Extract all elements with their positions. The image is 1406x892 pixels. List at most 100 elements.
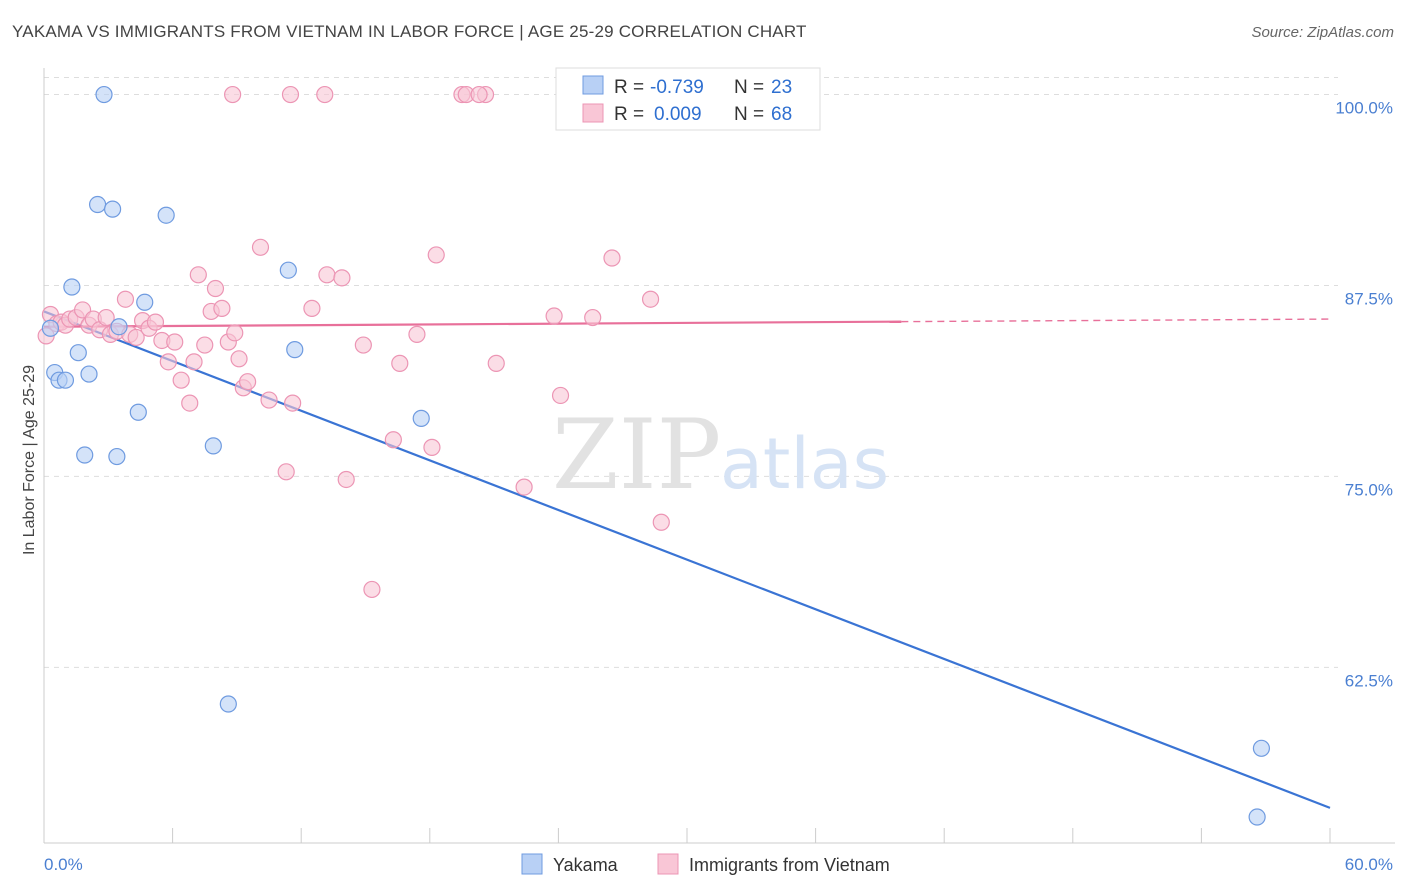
y-tick-label: 62.5% xyxy=(1345,671,1393,690)
yakama-point xyxy=(129,403,147,421)
vietnam-point xyxy=(551,386,570,405)
x-tick-label: 0.0% xyxy=(44,855,83,874)
yakama-point xyxy=(108,447,126,466)
vietnam-point xyxy=(239,373,257,391)
series-legend: Yakama Immigrants from Vietnam xyxy=(521,853,890,875)
yakama-point xyxy=(279,261,297,279)
yakama-point xyxy=(56,371,75,389)
yakama-point xyxy=(412,409,430,427)
yakama-point xyxy=(88,195,107,214)
source-label: Source: ZipAtlas.com xyxy=(1251,24,1394,41)
legend-n-value: 68 xyxy=(771,104,792,125)
legend-swatch-vietnam xyxy=(582,103,604,123)
legend-label-yakama: Yakama xyxy=(553,855,619,875)
axes xyxy=(43,68,1395,844)
legend-n-label: N = xyxy=(734,104,764,125)
legend-n-value: 23 xyxy=(771,77,792,98)
vietnam-point xyxy=(470,85,488,104)
yakama-point xyxy=(41,319,60,337)
legend-swatch-yakama xyxy=(582,75,604,95)
vietnam-point xyxy=(337,470,355,489)
vietnam-point xyxy=(185,353,203,371)
yakama-point xyxy=(157,206,175,224)
y-tick-label: 100.0% xyxy=(1335,99,1393,118)
trendline-vietnam-extension xyxy=(901,318,1331,323)
vietnam-point xyxy=(303,299,321,317)
y-axis-label: In Labor Force | Age 25-29 xyxy=(21,365,38,555)
vietnam-point xyxy=(545,307,563,325)
data-points xyxy=(37,85,1271,826)
vietnam-point xyxy=(281,85,300,104)
vietnam-point xyxy=(603,249,621,267)
vietnam-point xyxy=(408,325,426,343)
legend-r-label: R = xyxy=(614,104,644,125)
yakama-point xyxy=(103,200,122,218)
yakama-point xyxy=(219,695,237,713)
yakama-point xyxy=(286,341,304,359)
vietnam-point xyxy=(487,354,505,372)
yakama-point xyxy=(76,446,94,464)
vietnam-point xyxy=(230,350,248,368)
x-tick-labels: 0.0% 60.0% xyxy=(44,855,1393,874)
vietnam-point xyxy=(166,333,184,351)
yakama-point xyxy=(95,85,113,104)
x-tick-label: 60.0% xyxy=(1345,855,1393,874)
yakama-point xyxy=(63,278,81,296)
vietnam-point xyxy=(260,391,278,409)
chart-title: YAKAMA VS IMMIGRANTS FROM VIETNAM IN LAB… xyxy=(12,22,807,41)
vietnam-point xyxy=(384,431,402,449)
vietnam-point xyxy=(354,336,372,354)
vietnam-point xyxy=(641,290,660,308)
vietnam-point xyxy=(515,478,533,496)
yakama-point xyxy=(204,437,222,455)
yakama-point xyxy=(69,344,87,362)
grid-lines xyxy=(44,77,1338,668)
trendline-vietnam xyxy=(43,320,902,328)
trendlines xyxy=(43,310,1331,809)
vietnam-point xyxy=(316,85,334,104)
vietnam-point xyxy=(277,463,295,481)
trendline-yakama xyxy=(43,310,1331,809)
vietnam-point xyxy=(97,308,115,327)
yakama-point xyxy=(1248,808,1266,826)
legend-r-label: R = xyxy=(614,77,644,98)
vietnam-point xyxy=(181,394,199,412)
vietnam-point xyxy=(226,324,244,342)
vietnam-point xyxy=(206,279,225,298)
legend-r-value: 0.009 xyxy=(654,104,702,125)
vietnam-point xyxy=(584,308,602,327)
vietnam-point xyxy=(127,328,145,347)
yakama-point xyxy=(136,293,154,311)
legend-swatch-vietnam xyxy=(657,853,679,875)
watermark-atlas: atlas xyxy=(720,423,889,505)
correlation-legend: R = -0.739 N = 23 R = 0.009 N = 68 xyxy=(555,67,821,131)
vietnam-point xyxy=(189,266,207,284)
legend-swatch-yakama xyxy=(521,853,543,875)
vietnam-point xyxy=(159,353,177,371)
yakama-point xyxy=(1252,739,1271,757)
vietnam-point xyxy=(652,513,670,531)
vietnam-point xyxy=(251,238,270,256)
vietnam-point xyxy=(427,246,445,264)
y-tick-label: 75.0% xyxy=(1345,480,1393,499)
vietnam-point xyxy=(423,438,441,456)
vietnam-point xyxy=(116,290,135,308)
vietnam-point xyxy=(391,354,409,372)
vietnam-point xyxy=(224,85,242,104)
vietnam-point xyxy=(213,299,231,317)
yakama-point xyxy=(80,365,98,383)
vietnam-point xyxy=(363,580,381,599)
vietnam-point xyxy=(196,336,214,354)
y-tick-label: 87.5% xyxy=(1345,289,1393,308)
yakama-point xyxy=(110,318,128,336)
watermark: ZIP atlas xyxy=(552,399,889,511)
vietnam-point xyxy=(172,371,190,389)
vietnam-point xyxy=(333,269,351,287)
watermark-zip: ZIP xyxy=(552,399,721,511)
legend-r-value: -0.739 xyxy=(650,77,704,98)
y-tick-labels: 62.5% 75.0% 87.5% 100.0% xyxy=(1335,99,1393,691)
legend-n-label: N = xyxy=(734,77,764,98)
vietnam-point xyxy=(318,266,336,284)
legend-label-vietnam: Immigrants from Vietnam xyxy=(689,855,890,875)
